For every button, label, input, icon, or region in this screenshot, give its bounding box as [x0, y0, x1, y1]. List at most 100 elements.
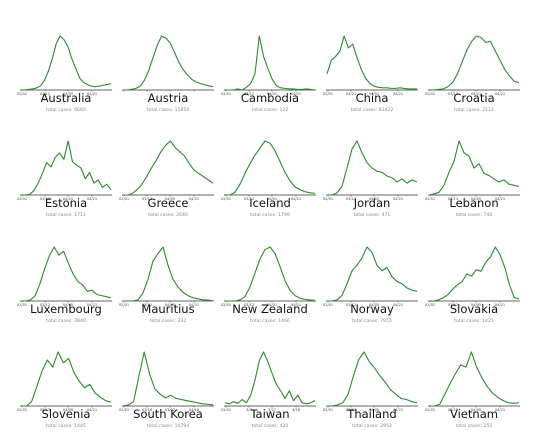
series-line [429, 246, 520, 302]
total-cases-label: total cases: [149, 319, 177, 324]
chart-panel-cambodia: 02/01 03/12 04/01 04/21 Cambodia total cases:… [221, 15, 316, 121]
country-label: Luxembourg [30, 302, 102, 316]
series-line [21, 351, 112, 407]
series-line [224, 351, 316, 405]
total-cases-label: total cases: [250, 213, 277, 218]
series-line [225, 35, 316, 91]
series-line [21, 246, 112, 302]
series-line [123, 140, 214, 196]
series-line [123, 246, 214, 302]
total-cases-value: 255 [483, 424, 493, 429]
x-tick-label: 04/05 [63, 408, 73, 412]
chart-panel-greece: 02/01 03/12 04/05 04/21 Greece total cases: 2… [119, 120, 214, 226]
total-cases-value: 1799 [278, 213, 290, 218]
x-tick-label: 03/12 [346, 197, 356, 201]
total-cases-caption: total cases: 2953 [320, 424, 424, 429]
series-line [428, 140, 520, 196]
series-line [225, 246, 316, 302]
chart-panel-thailand: 02/01 03/12 04/05 04/21 Thailand total cases:… [323, 331, 418, 437]
total-cases-label: total cases: [352, 424, 379, 429]
chart-panel-luxembourg: 02/01 03/12 04/05 04/21 Luxembourg total case… [17, 226, 112, 332]
country-label: Australia [40, 91, 92, 105]
total-cases-caption: total cases: 122 [218, 108, 322, 113]
total-cases-label: total cases: [46, 424, 73, 429]
total-cases-caption: total cases: 420 [218, 424, 322, 429]
chart-panel-slovakia: 02/01 03/12 04/05 04/21 Slovakia total cases:… [425, 226, 520, 332]
country-label: Norway [350, 302, 394, 316]
x-tick-label: 04/05 [471, 408, 481, 412]
total-cases-value: 15850 [174, 108, 190, 113]
line-chart: 02/01 03/12 04/05 04/21 [119, 140, 214, 201]
x-tick-label: 02/01 [221, 303, 231, 307]
x-tick-label: 04/21 [495, 303, 505, 307]
x-tick-label: 02/01 [17, 92, 27, 96]
x-tick-label: 03/12 [142, 303, 152, 307]
x-tick-label: 03/12 [346, 303, 356, 307]
series-line [326, 35, 417, 90]
chart-panel-taiwan: 02/01 3/7 3/27 4/16 Taiwan total cases: 420 [221, 331, 316, 437]
series-line [327, 351, 418, 407]
chart-panel-austria: Austria total cases: 15850 [122, 15, 214, 121]
x-tick-label: 04/05 [63, 92, 73, 96]
chart-panel-china: 02/01 03/21 04/01 04/21 China total cases: 83… [323, 15, 418, 121]
total-cases-caption: total cases: 1711 [14, 213, 118, 218]
total-cases-caption: total cases: 2640 [116, 213, 220, 218]
total-cases-value: 1711 [74, 213, 86, 218]
total-cases-label: total cases: [146, 424, 174, 429]
x-tick-label: 04/21 [393, 303, 403, 307]
x-tick-label: 04/05 [63, 303, 73, 307]
total-cases-value: 7955 [380, 319, 392, 324]
country-label: China [355, 91, 389, 105]
total-cases-caption: total cases: 2112 [422, 108, 526, 113]
x-tick-label: 02/01 [425, 303, 435, 307]
total-cases-label: total cases: [250, 319, 277, 324]
chart-panel-slovenia: 02/01 03/13 04/05 04/21 Slovenia total cases:… [17, 331, 112, 437]
x-tick-label: 4/16 [292, 408, 301, 412]
chart-panel-new-zealand: 02/01 03/12 04/01 04/21 New Zealand total cas… [221, 226, 316, 332]
total-cases-label: total cases: [46, 108, 73, 113]
country-label: Mauritius [141, 302, 195, 316]
line-chart: 02/01 03/12 04/05 04/21 [17, 35, 112, 96]
x-tick-label: 03/13 [40, 408, 50, 412]
total-cases-label: total cases: [454, 319, 481, 324]
country-label: Thailand [347, 407, 397, 421]
x-tick-label: 02/01 [323, 197, 333, 201]
total-cases-value: 1421 [482, 319, 494, 324]
total-cases-value: 420 [279, 424, 289, 429]
series-line [21, 35, 112, 91]
chart-panel-australia: 02/01 03/12 04/05 04/21 Australia total cases… [17, 15, 112, 121]
total-cases-caption: total cases: 471 [320, 213, 424, 218]
line-chart: 02/01 03/12 04/01 04/21 [221, 246, 316, 307]
total-cases-label: total cases: [46, 319, 73, 324]
line-chart: 02/01 03/12 04/05 04/21 [323, 351, 418, 412]
series-line [21, 140, 112, 196]
x-tick-label: 03/12 [448, 92, 458, 96]
line-chart: 02/01 03/12 04/02 04/21 [323, 140, 418, 201]
x-tick-label: 04/02 [369, 197, 379, 201]
chart-panel-vietnam: 02/01 03/12 04/05 04/21 Vietnam total cases: … [425, 331, 520, 437]
chart-panel-south-korea: 02/01 03/16 03/22 04/18 South Korea total cas… [119, 331, 214, 437]
x-tick-label: 03/12 [244, 303, 254, 307]
x-tick-label: 04/05 [369, 303, 379, 307]
total-cases-caption: total cases: 7955 [320, 319, 424, 324]
x-tick-label: 04/01 [267, 197, 277, 201]
total-cases-value: 740 [483, 213, 493, 218]
total-cases-label: total cases: [251, 108, 279, 113]
chart-panel-lebanon: 02/01 03/13 04/05 04/21 Lebanon total cases: … [425, 120, 520, 226]
country-label: Lebanon [449, 196, 499, 210]
series-line [327, 246, 418, 302]
x-tick-label: 03/12 [448, 408, 458, 412]
x-tick-label: 02/01 [425, 408, 435, 412]
country-label: Estonia [44, 196, 88, 210]
total-cases-value: 471 [381, 213, 391, 218]
x-tick-label: 04/21 [87, 197, 97, 201]
total-cases-value: 332 [177, 319, 187, 324]
country-label: Iceland [249, 196, 291, 210]
chart-panel-estonia: 02/01 03/13 04/01 04/21 Estonia total cases: … [17, 120, 112, 226]
country-label: New Zealand [232, 302, 308, 316]
x-tick-label: 02/01 [323, 92, 333, 96]
series-line [429, 35, 520, 91]
line-chart: 02/01 03/12 04/05 04/21 [17, 246, 112, 307]
chart-panel-mauritius: 02/01 03/12 04/05 04/21 Mauritius total cases… [119, 226, 214, 332]
x-tick-label: 04/21 [291, 92, 301, 96]
